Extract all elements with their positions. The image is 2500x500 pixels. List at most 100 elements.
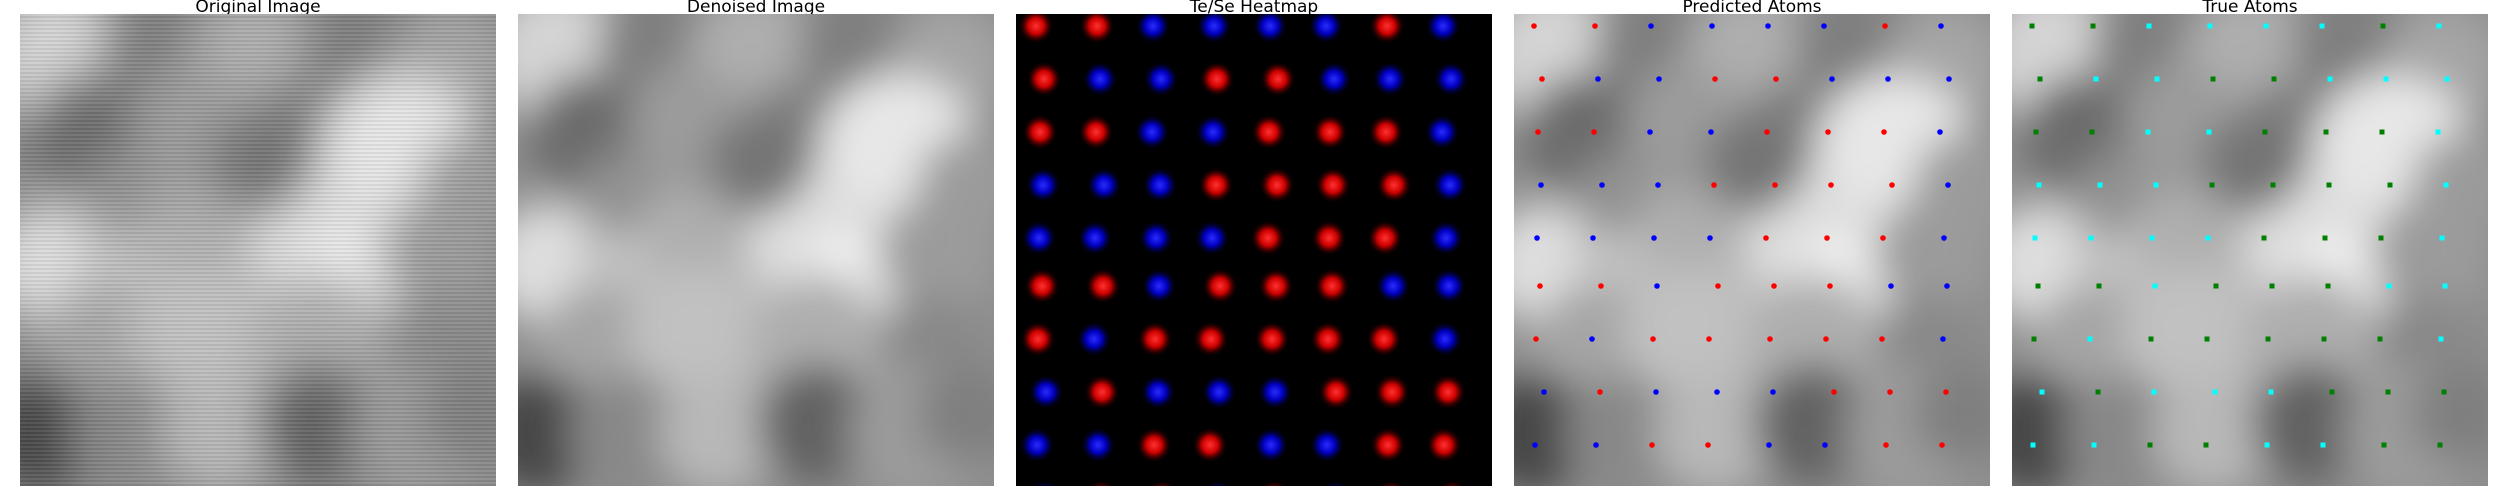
se-spot (1425, 14, 1461, 44)
true-atom-cyan (2319, 23, 2325, 29)
te-spot (1199, 61, 1235, 97)
se-spot (1077, 220, 1113, 256)
true-atom-cyan (2093, 76, 2099, 82)
true-atom-green (2387, 182, 2393, 188)
predicted-se-atom (1653, 389, 1659, 395)
te-spot (1374, 374, 1410, 410)
predicted-se-atom (1655, 182, 1661, 188)
true-atom-cyan (2383, 76, 2389, 82)
true-atom-green (2379, 129, 2385, 135)
te-spot (1198, 167, 1234, 203)
true-atom-cyan (2212, 389, 2218, 395)
se-spot (1080, 427, 1116, 463)
true-atom-cyan (2153, 182, 2159, 188)
se-spot (1025, 167, 1061, 203)
te-spot (1312, 114, 1348, 150)
true-atom-cyan (2206, 129, 2212, 135)
true-atom-green (2377, 336, 2383, 342)
se-spot (1031, 480, 1059, 486)
predicted-te-atom (1650, 336, 1656, 342)
true-atom-green (2035, 283, 2041, 289)
predicted-te-atom (1939, 442, 1945, 448)
predicted-te-atom (1592, 23, 1598, 29)
true-atoms (2012, 14, 2488, 486)
predicted-te-atom (1712, 76, 1718, 82)
predicted-se-atom (1770, 389, 1776, 395)
predicted-te-atom (1597, 389, 1603, 395)
texture-blob (1704, 114, 1804, 214)
te-spot (1370, 427, 1406, 463)
true-atom-green (2209, 182, 2215, 188)
true-atom-green (2378, 235, 2384, 241)
true-atom-green (2210, 76, 2216, 82)
se-spot (1196, 14, 1232, 44)
se-spot (1321, 480, 1349, 486)
predicted-te-atom (1598, 283, 1604, 289)
texture-blob (1624, 264, 1764, 404)
predicted-te-atom (1889, 182, 1895, 188)
predicted-te-atom (1711, 182, 1717, 188)
se-spot (1076, 321, 1112, 357)
panel-title: Denoised Image (686, 0, 826, 14)
texture-blob (1874, 194, 1990, 314)
se-spot (1140, 374, 1176, 410)
te-spot (1367, 220, 1403, 256)
predicted-te-atom (1881, 129, 1887, 135)
se-spot (1086, 167, 1122, 203)
predicted-se-atom (1708, 129, 1714, 135)
true-atom-green (2437, 442, 2443, 448)
true-atom-cyan (2151, 389, 2157, 395)
texture-blob (708, 114, 808, 214)
predicted-te-atom (1767, 336, 1773, 342)
true-atom-cyan (2268, 389, 2274, 395)
true-atom-cyan (2030, 442, 2036, 448)
se-spot (1372, 61, 1408, 97)
true-atom-green (2441, 389, 2447, 395)
predicted-te-atom (1763, 235, 1769, 241)
predicted-te-atom (1706, 336, 1712, 342)
te-spot (1022, 114, 1058, 150)
predicted-te-atom (1824, 235, 1830, 241)
true-atom-green (2269, 283, 2275, 289)
te-se-heatmap (1016, 14, 1492, 486)
true-atom-green (2095, 389, 2101, 395)
se-spot (1204, 480, 1232, 486)
true-atom-cyan (2088, 235, 2094, 241)
true-atom-green (2037, 76, 2043, 82)
true-atom-green (2329, 389, 2335, 395)
te-spot (1078, 114, 1114, 150)
predicted-te-atom (1882, 23, 1888, 29)
predicted-te-atom (1533, 336, 1539, 342)
true-atom-cyan (2438, 336, 2444, 342)
te-spot (1250, 220, 1286, 256)
se-spot (1428, 220, 1464, 256)
panel-heatmap: Te/Se Heatmap (1016, 0, 1492, 500)
texture-blob (568, 374, 688, 486)
se-spot (1143, 61, 1179, 97)
predicted-se-atom (1541, 389, 1547, 395)
true-atom-cyan (2145, 129, 2151, 135)
true-atom-cyan (2442, 283, 2448, 289)
panel-true-atoms: True Atoms (2012, 0, 2488, 500)
se-spot (1427, 321, 1463, 357)
predicted-se-atom (1538, 182, 1544, 188)
te-spot (1024, 268, 1060, 304)
denoised-image (518, 14, 994, 486)
te-spot (1251, 114, 1287, 150)
original-image (20, 14, 496, 486)
true-atom-green (2381, 442, 2387, 448)
true-atom-cyan (2152, 283, 2158, 289)
texture-blob (578, 154, 658, 234)
predicted-atoms (1514, 14, 1990, 486)
predicted-te-atom (1535, 129, 1541, 135)
predicted-se-atom (1938, 23, 1944, 29)
texture-blob (878, 194, 994, 314)
predicted-se-atom (1593, 442, 1599, 448)
predicted-se-atom (1532, 442, 1538, 448)
se-spot (1134, 114, 1170, 150)
texture-blob (2152, 374, 2272, 486)
predicted-te-atom (1539, 76, 1545, 82)
predicted-se-atom (1707, 235, 1713, 241)
panel-title: Original Image (195, 0, 321, 14)
